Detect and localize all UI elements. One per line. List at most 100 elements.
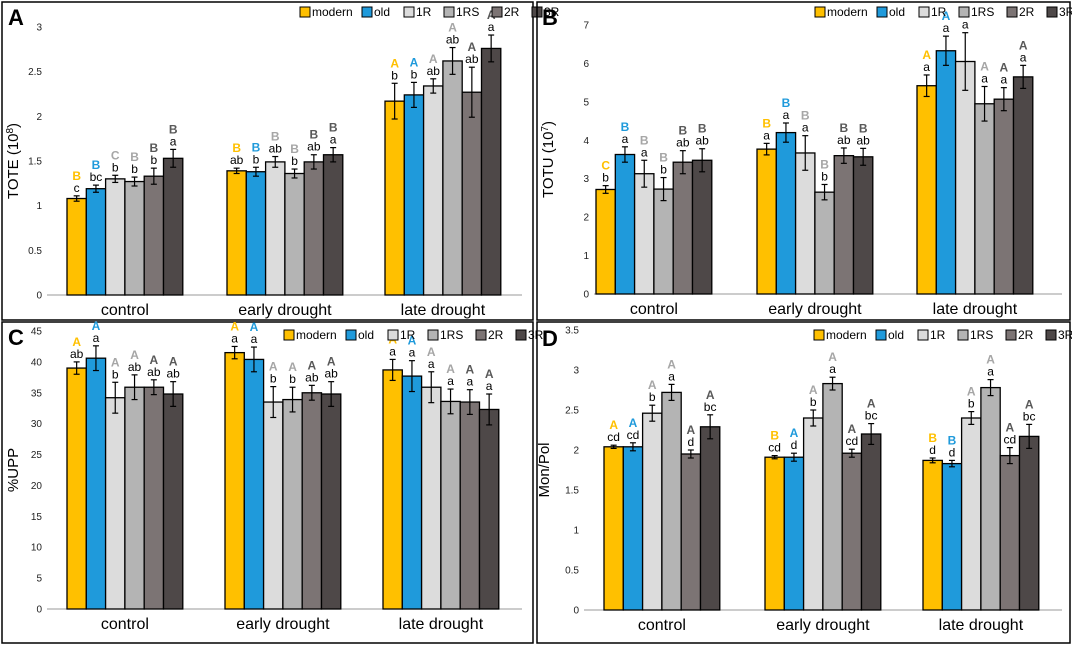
y-tick-label: 1 [573, 526, 579, 537]
bar-1RS-late-drought [974, 103, 995, 295]
legend-label-1RS: 1RS [456, 5, 479, 19]
upper-letter-label: A [429, 52, 438, 66]
y-axis-label: Mon/Pol [536, 442, 553, 497]
upper-letter-label: B [290, 142, 299, 156]
legend-swatch-3R [1045, 329, 1057, 341]
bar-1RS-control [653, 188, 674, 295]
lower-letter-label: ab [230, 153, 244, 167]
bar-modern-early-drought [756, 148, 777, 295]
panel-letter: A [8, 5, 24, 30]
bar-old-late-drought [941, 462, 963, 611]
bar-1R-control [104, 397, 126, 610]
lower-letter-label: b [291, 154, 298, 168]
bar-2R-late-drought [461, 91, 483, 296]
upper-letter-label: A [230, 319, 239, 333]
upper-letter-label: B [329, 121, 338, 135]
lower-letter-label: a [428, 357, 435, 371]
bar-old-late-drought [935, 50, 957, 295]
category-label: late drought [399, 616, 484, 633]
lower-letter-label: bc [704, 400, 717, 414]
lower-letter-label: d [688, 435, 695, 449]
bar-1R-control [104, 178, 126, 296]
bar-1RS-early-drought [284, 172, 305, 296]
legend-label-3R: 3R [528, 328, 544, 342]
y-tick-label: 45 [31, 327, 43, 338]
y-axis-label-main: TOTE (10 [5, 133, 22, 199]
upper-letter-label: A [72, 335, 81, 349]
lower-letter-label: b [289, 372, 296, 386]
upper-letter-label: A [967, 385, 976, 399]
lower-letter-label: b [649, 390, 656, 404]
lower-letter-label: a [981, 71, 988, 85]
upper-letter-label: C [601, 159, 610, 173]
lower-letter-label: a [1001, 73, 1008, 87]
bar-modern-late-drought [382, 369, 403, 610]
lower-letter-label: b [131, 162, 138, 176]
lower-letter-label: a [1020, 50, 1027, 64]
upper-letter-label: B [859, 121, 868, 135]
y-axis-label-exponent: 7 [540, 126, 551, 132]
upper-letter-label: A [111, 355, 120, 369]
legend-swatch-1RS [957, 329, 969, 341]
legend-swatch-1RS [958, 6, 970, 18]
lower-letter-label: a [170, 134, 177, 148]
legend: modern old 1R 1RS 2R 3R [299, 5, 560, 19]
bar-old-control [85, 188, 107, 296]
bar-2R-control [672, 161, 694, 295]
lower-letter-label: d [949, 445, 956, 459]
category-label: early drought [768, 301, 862, 318]
upper-letter-label: A [269, 360, 278, 374]
y-tick-label: 5 [36, 574, 42, 585]
bar-1RS-control [124, 180, 145, 296]
y-tick-label: 7 [583, 21, 589, 32]
lower-letter-label: cd [607, 430, 620, 444]
y-tick-label: 6 [583, 59, 589, 70]
legend-label-1R: 1R [400, 328, 416, 342]
bar-modern-late-drought [922, 459, 943, 611]
bar-1RS-control [124, 386, 145, 610]
upper-letter-label: A [448, 21, 457, 35]
legend-swatch-2R [475, 329, 487, 341]
legend-label-1R: 1R [930, 328, 946, 342]
category-label: late drought [939, 617, 1024, 634]
lower-letter-label: cd [627, 428, 640, 442]
legend-swatch-1RS [443, 6, 455, 18]
bar-2R-early-drought [833, 155, 855, 295]
upper-letter-label: A [250, 320, 259, 334]
upper-letter-label: A [809, 383, 818, 397]
bar-1R-late-drought [420, 386, 442, 610]
lower-letter-label: ab [465, 52, 479, 66]
upper-letter-label: A [1025, 397, 1034, 411]
legend-label-old: old [374, 5, 390, 19]
bar-2R-control [143, 386, 165, 610]
y-tick-label: 15 [31, 512, 43, 523]
y-tick-label: 5 [583, 97, 589, 108]
legend-label-2R: 2R [1019, 5, 1035, 19]
upper-letter-label: B [169, 122, 178, 136]
legend-label-1RS: 1RS [440, 328, 463, 342]
bar-3R-control [162, 393, 184, 610]
y-tick-label: 1 [36, 201, 42, 212]
bar-1R-early-drought [794, 152, 816, 295]
legend-label-1RS: 1RS [971, 5, 994, 19]
upper-letter-label: A [327, 355, 336, 369]
bar-old-late-drought [401, 375, 423, 610]
lower-letter-label: c [74, 181, 80, 195]
legend-label-2R: 2R [1018, 328, 1034, 342]
bar-modern-early-drought [764, 456, 785, 611]
lower-letter-label: d [791, 438, 798, 452]
legend-label-2R: 2R [488, 328, 504, 342]
legend-swatch-2R [1005, 329, 1017, 341]
upper-letter-label: A [706, 388, 715, 402]
y-tick-label: 1.5 [28, 157, 42, 168]
upper-letter-label: A [867, 397, 876, 411]
legend-swatch-3R [1046, 6, 1058, 18]
bar-1RS-early-drought [814, 191, 835, 295]
upper-letter-label: A [487, 8, 496, 22]
upper-letter-label: B [150, 141, 159, 155]
upper-letter-label: B [801, 109, 810, 123]
upper-letter-label: A [942, 9, 951, 23]
lower-letter-label: ab [695, 134, 709, 148]
y-tick-label: 2 [36, 112, 42, 123]
